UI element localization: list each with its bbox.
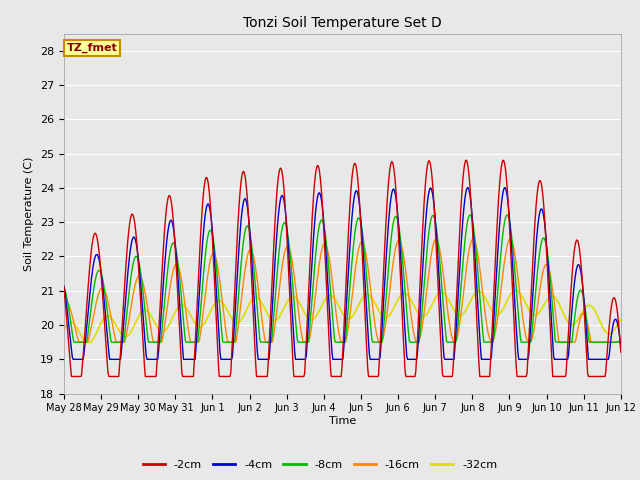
X-axis label: Time: Time [329, 416, 356, 426]
Y-axis label: Soil Temperature (C): Soil Temperature (C) [24, 156, 35, 271]
Title: Tonzi Soil Temperature Set D: Tonzi Soil Temperature Set D [243, 16, 442, 30]
Text: TZ_fmet: TZ_fmet [67, 43, 118, 53]
Legend: -2cm, -4cm, -8cm, -16cm, -32cm: -2cm, -4cm, -8cm, -16cm, -32cm [138, 456, 502, 474]
